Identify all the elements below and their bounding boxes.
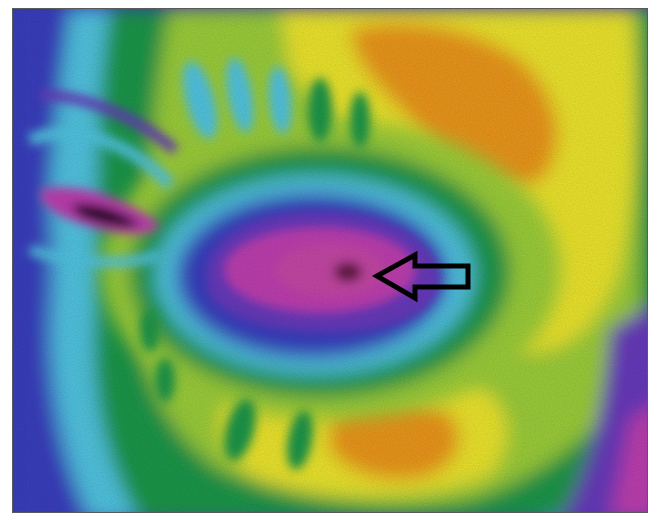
thermal-map <box>12 8 648 513</box>
left-arrow-icon <box>371 250 471 303</box>
